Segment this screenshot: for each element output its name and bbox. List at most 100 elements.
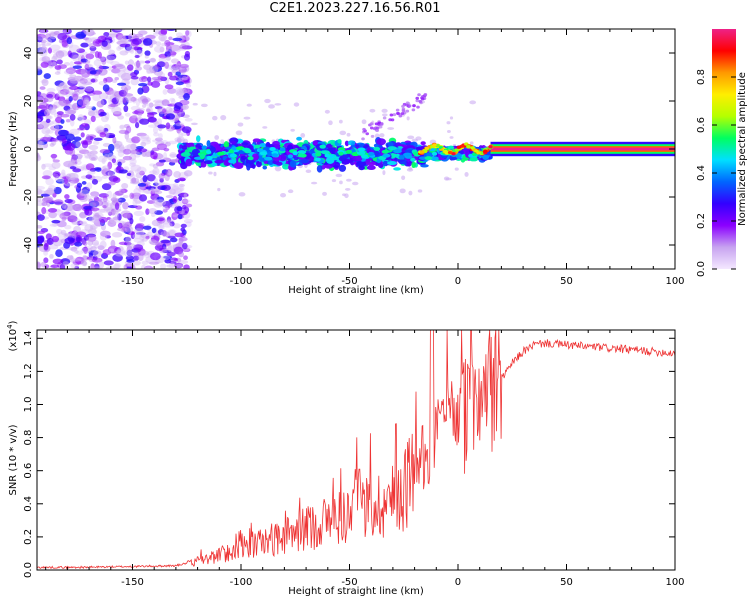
noise-blob [85, 163, 95, 171]
noise-blob [45, 177, 54, 186]
noise-blob [415, 96, 420, 100]
snr-line [37, 330, 675, 570]
noise-blob [155, 199, 167, 207]
noise-blob [77, 99, 88, 106]
noise-blob [102, 195, 108, 203]
band-blob [278, 154, 287, 162]
noise-blob [73, 136, 82, 141]
chart-title: C2E1.2023.227.16.56.R01 [269, 1, 441, 16]
noise-blob [108, 103, 119, 108]
noise-blob [160, 186, 166, 191]
noise-blob [151, 227, 157, 234]
noise-blob [389, 113, 394, 117]
noise-blob [141, 104, 147, 108]
band-core-blob [228, 159, 237, 164]
noise-blob [72, 65, 83, 69]
band-core-blob [297, 150, 307, 155]
noise-blob [374, 122, 379, 126]
noise-blob [102, 84, 110, 92]
noise-blob [69, 158, 76, 166]
noise-blob [116, 248, 126, 255]
band-core-blob [254, 144, 261, 149]
noise-blob [162, 108, 167, 114]
band-core-blob [297, 153, 304, 158]
band-blob [376, 138, 386, 146]
noise-blob [362, 127, 366, 131]
noise-blob [382, 113, 388, 117]
noise-blob [134, 54, 140, 59]
colorbar-label: Normalized spectral amplitude [737, 72, 748, 226]
noise-blob [150, 57, 157, 63]
noise-blob [183, 193, 188, 198]
noise-blob [174, 232, 185, 238]
band-blob [378, 162, 384, 169]
noise-blob [132, 260, 141, 266]
noise-blob [114, 262, 121, 269]
noise-blob [102, 165, 110, 171]
noise-blob [63, 29, 70, 34]
noise-blob [49, 254, 54, 259]
noise-blob [160, 263, 167, 269]
snr-ytick-label: 0.4 [23, 496, 34, 512]
noise-blob [147, 81, 153, 86]
noise-blob [114, 76, 119, 81]
noise-blob [65, 119, 71, 123]
band-blob [356, 160, 367, 167]
noise-blob [103, 260, 114, 266]
band-blob [395, 158, 405, 163]
noise-blob [95, 110, 101, 114]
noise-blob [112, 253, 123, 262]
noise-blob [417, 93, 421, 97]
noise-blob [186, 83, 192, 88]
noise-blob [110, 239, 116, 248]
noise-blob [43, 243, 49, 251]
band-blob [426, 152, 433, 158]
snr-xlabel: Height of straight line (km) [288, 586, 424, 597]
noise-blob [112, 216, 119, 221]
noise-blob [154, 244, 164, 251]
noise-blob [111, 68, 121, 74]
noise-blob [68, 44, 80, 53]
noise-blob [137, 182, 147, 187]
noise-blob [45, 118, 51, 123]
noise-blob [126, 259, 135, 263]
noise-blob [126, 266, 133, 269]
noise-blob [65, 133, 75, 142]
noise-blob [72, 96, 84, 100]
band-blob [366, 161, 376, 166]
noise-blob [181, 198, 189, 205]
noise-blob [99, 132, 106, 138]
noise-blob [46, 87, 56, 93]
band-blob [299, 159, 310, 164]
noise-blob [41, 56, 51, 63]
noise-blob [154, 137, 163, 142]
noise-blob [168, 36, 173, 41]
noise-blob [130, 143, 137, 150]
noise-blob [83, 196, 90, 201]
noise-blob [114, 64, 126, 70]
band-blob [185, 158, 193, 167]
band-core-blob [447, 145, 455, 150]
noise-blob [37, 96, 45, 104]
noise-blob [246, 103, 252, 107]
noise-blob [344, 193, 349, 199]
noise-blob [98, 92, 109, 100]
noise-blob [184, 53, 191, 61]
noise-blob [85, 53, 95, 60]
noise-blob [161, 42, 166, 47]
noise-blob [37, 230, 45, 235]
noise-blob [154, 210, 164, 215]
noise-blob [48, 104, 58, 110]
snr-ytick-label: 0.0 [23, 562, 34, 578]
noise-blob [175, 71, 181, 76]
noise-blob [56, 84, 62, 92]
noise-blob [152, 163, 159, 169]
noise-blob [93, 266, 101, 269]
noise-blob [144, 60, 151, 64]
noise-blob [37, 153, 40, 161]
noise-blob [152, 182, 159, 186]
noise-blob [61, 138, 67, 144]
noise-blob [90, 108, 99, 116]
band-blob [272, 140, 280, 147]
noise-blob [90, 50, 96, 54]
